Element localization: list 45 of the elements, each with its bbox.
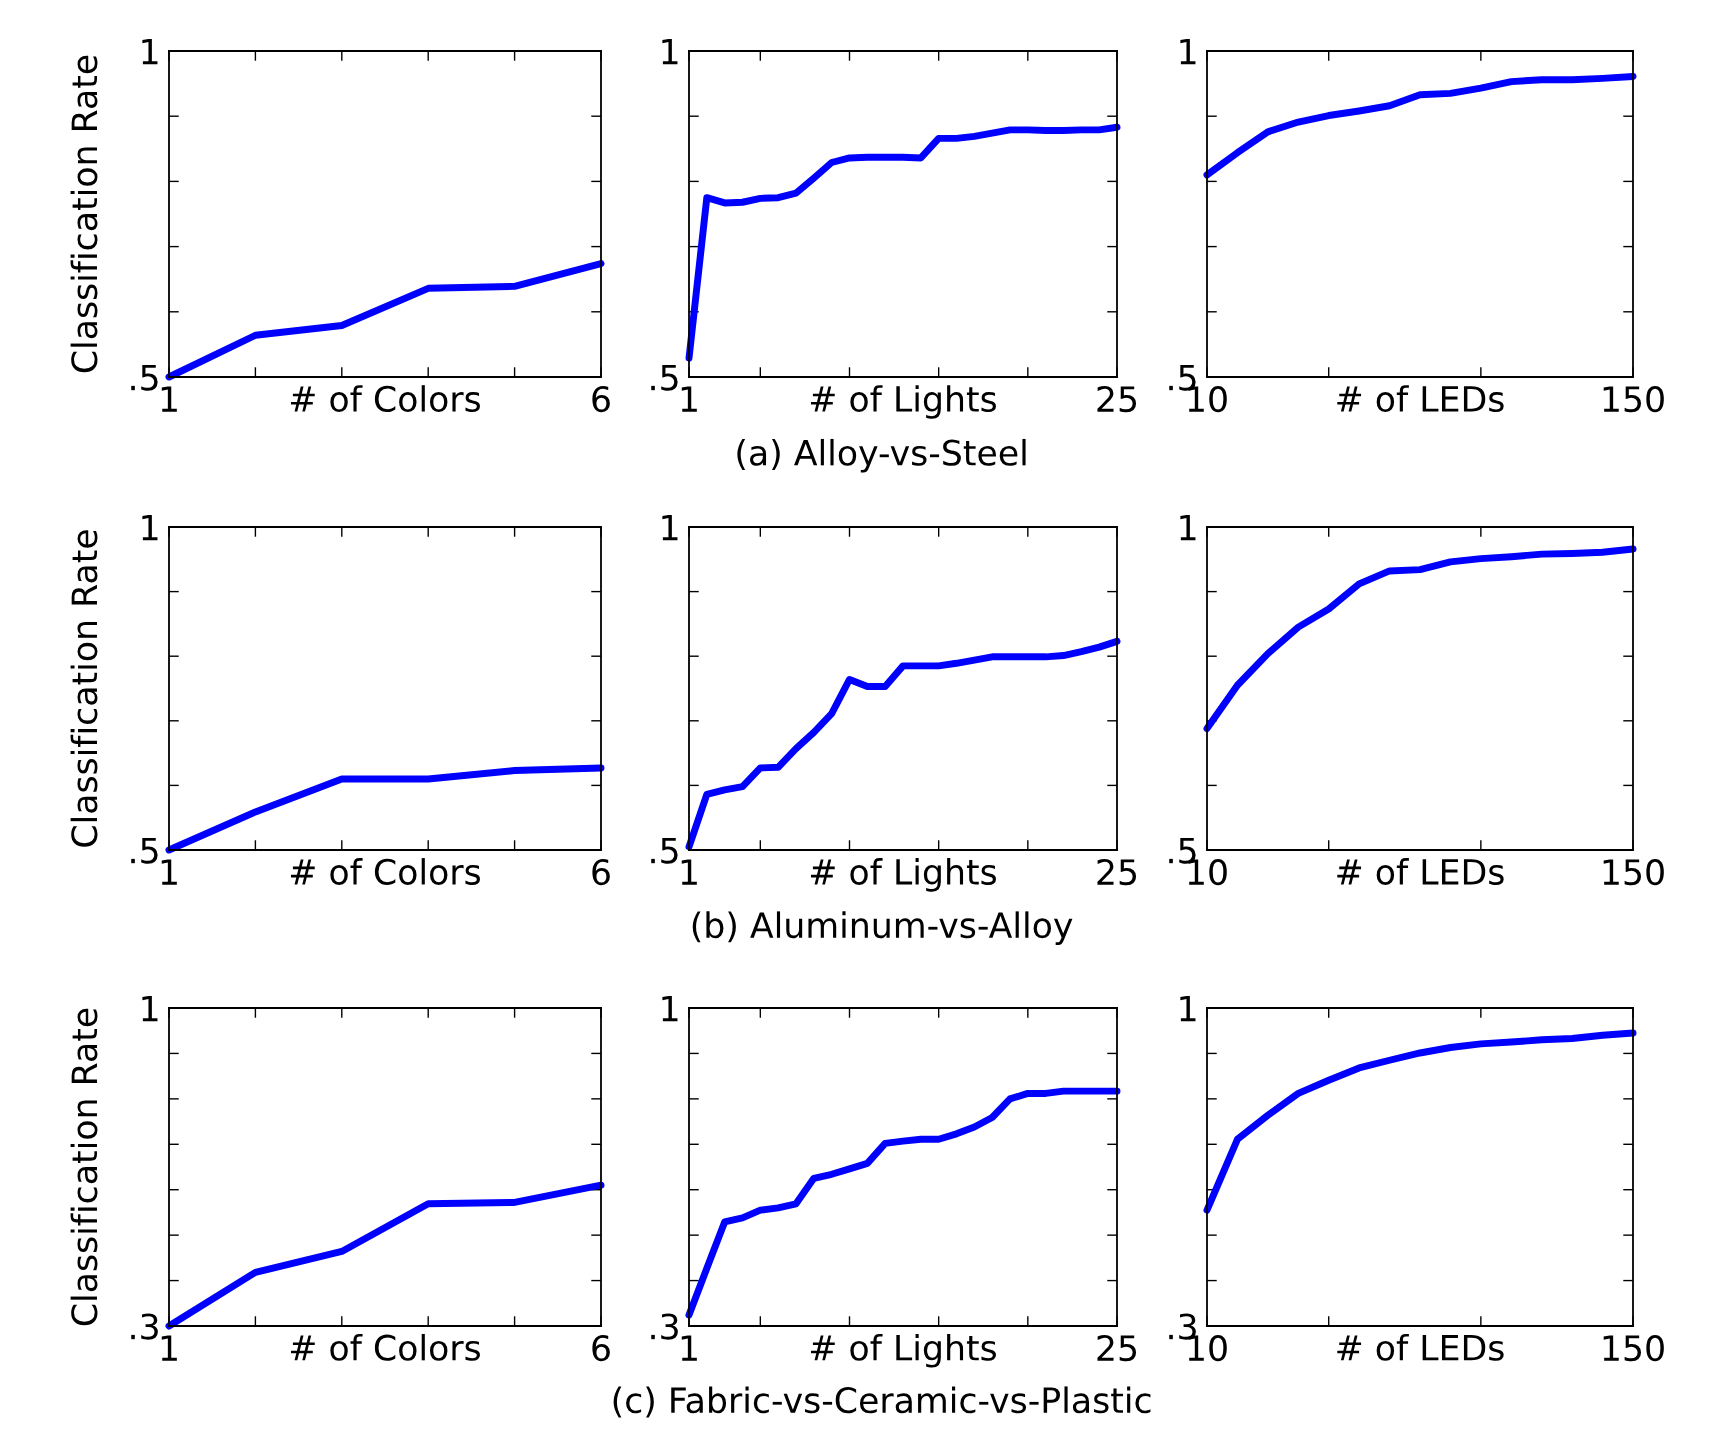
y-axis-title: Classification Rate [70, 1008, 98, 1326]
x-tick-label: 1 [681, 859, 697, 885]
text: (c) Fabric-vs-Ceramic-vs-Plastic [613, 1386, 1151, 1418]
y-tick-label: .5 [131, 837, 158, 864]
x-axis-title: # of Lights [810, 1333, 996, 1368]
x-tick-label: 25 [1097, 385, 1137, 413]
text: (b) Aluminum-vs-Alloy [692, 911, 1073, 945]
y-tick-label: 1 [142, 38, 158, 65]
y-axis-title: Classification Rate [70, 530, 98, 847]
x-tick-label: 6 [592, 1334, 610, 1362]
y-tick-label: 1 [662, 514, 678, 541]
x-tick-label: 25 [1097, 1334, 1137, 1362]
y-tick-label: 1 [1180, 995, 1196, 1022]
y-tick-label: .5 [651, 837, 678, 864]
x-tick-label: 150 [1603, 858, 1664, 886]
x-tick-label: 150 [1603, 385, 1664, 413]
y-tick-label: 1 [142, 514, 158, 541]
y-tick-label: 1 [662, 38, 678, 65]
y-tick-label: 1 [1180, 514, 1196, 541]
x-tick-label: 1 [161, 386, 177, 412]
x-tick-label: 1 [681, 386, 697, 412]
x-tick-label: 25 [1097, 858, 1137, 886]
x-tick-label: 6 [592, 385, 610, 413]
text: (a) Alloy-vs-Steel [737, 438, 1026, 473]
x-tick-label: 1 [161, 1335, 177, 1361]
x-axis-title: # of LEDs [1337, 385, 1504, 413]
y-tick-label: .5 [131, 364, 158, 391]
x-tick-label: 1 [161, 859, 177, 885]
y-axis-title: Classification Rate [70, 55, 98, 373]
y-tick-label: 1 [1180, 38, 1196, 65]
x-axis-title: # of Colors [290, 858, 480, 885]
x-tick-label: 6 [592, 858, 610, 886]
y-tick-label: 1 [142, 995, 158, 1022]
y-tick-label: 1 [662, 995, 678, 1022]
x-axis-title: # of LEDs [1337, 858, 1504, 885]
x-axis-title: # of Colors [290, 1333, 480, 1361]
x-axis-title: # of Lights [810, 385, 996, 419]
x-tick-label: 150 [1603, 1334, 1664, 1362]
x-axis-title: # of Colors [290, 385, 480, 413]
y-tick-label: .3 [651, 1313, 678, 1340]
y-tick-label: .5 [651, 364, 678, 391]
x-axis-title: # of Lights [810, 858, 996, 892]
y-tick-label: .3 [131, 1313, 158, 1340]
x-tick-label: 1 [681, 1335, 697, 1361]
x-axis-title: # of LEDs [1337, 1333, 1504, 1361]
